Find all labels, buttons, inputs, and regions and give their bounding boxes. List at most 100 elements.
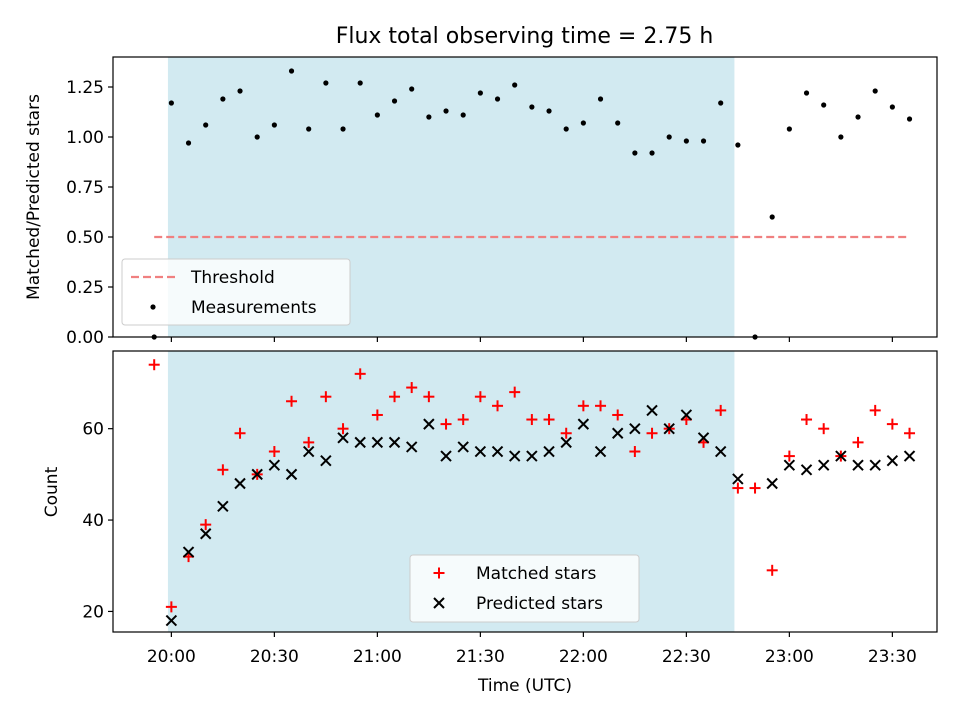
predicted-star-point — [663, 422, 675, 435]
top-axes-frame — [112, 56, 938, 338]
measurement-point — [168, 100, 174, 106]
measurement-point — [597, 96, 604, 102]
measurement-point — [340, 126, 346, 132]
measurement-point — [185, 140, 192, 146]
measurement-point — [803, 90, 810, 96]
predicted-star-point — [697, 432, 710, 444]
predicted-star-point — [646, 404, 658, 417]
predicted-star-point — [629, 422, 641, 435]
measurement-point — [889, 104, 895, 110]
matched-star-point — [492, 400, 504, 412]
measurement-point — [580, 120, 586, 126]
measurement-point — [615, 120, 621, 126]
measurement-point — [821, 102, 827, 108]
xtick-label: 21:30 — [456, 647, 505, 667]
measurement-point — [443, 108, 449, 114]
predicted-star-point — [474, 445, 487, 458]
bottom-y-axis-label: Count — [42, 466, 62, 517]
bottom-panel: 20 40 60 20:00 20:30 21:00 21:30 22:00 22:30 23:… — [42, 350, 938, 696]
measurement-point — [855, 114, 861, 120]
measurement-point — [529, 104, 535, 110]
top-ytick-label: 1.25 — [66, 78, 104, 98]
matched-star-point — [354, 368, 366, 380]
measurement-point — [838, 134, 844, 140]
predicted-star-point — [835, 450, 847, 462]
measurement-point — [512, 82, 518, 88]
x-axis-label: Time (UTC) — [477, 676, 572, 696]
matched-star-point — [303, 436, 315, 448]
predicted-star-point — [199, 528, 212, 540]
measurement-point — [391, 98, 398, 104]
matched-star-point — [526, 414, 538, 426]
legend-matched-swatch — [433, 567, 445, 579]
predicted-star-point — [783, 459, 796, 471]
measurement-point — [649, 150, 655, 156]
legend-predicted-label: Predicted stars — [476, 594, 603, 614]
matched-star-point — [423, 391, 435, 403]
matched-star-point — [749, 482, 761, 494]
matched-star-point — [268, 446, 280, 458]
measurement-point — [374, 112, 380, 118]
bottom-ytick-label: 60 — [82, 420, 104, 440]
xtick-label: 23:30 — [868, 647, 917, 667]
measurement-point — [460, 112, 466, 118]
measurement-point — [323, 80, 329, 86]
predicted-star-point — [886, 454, 899, 467]
xtick-label: 20:30 — [250, 647, 299, 667]
bottom-ytick-label: 20 — [82, 602, 104, 622]
measurement-point — [906, 116, 913, 122]
top-panel: Flux total observing time = 2.75 h 0.00 0… — [24, 24, 938, 348]
predicted-star-point — [577, 418, 590, 430]
top-ytick-label: 0.25 — [66, 278, 104, 298]
predicted-star-point — [354, 436, 366, 449]
matched-star-point — [715, 404, 727, 416]
top-title: Flux total observing time = 2.75 h — [336, 24, 714, 49]
measurement-point — [494, 96, 501, 102]
measurement-point — [632, 150, 638, 156]
top-ytick-label: 0.00 — [66, 328, 104, 348]
measurement-point — [872, 88, 878, 94]
predicted-star-point — [526, 450, 538, 462]
matched-star-point — [474, 391, 486, 403]
measurement-point — [306, 126, 312, 132]
legend-measurements-label: Measurements — [191, 298, 317, 318]
predicted-star-point — [560, 436, 572, 449]
bottom-legend-box — [409, 554, 640, 623]
matched-star-point — [286, 395, 298, 407]
matched-star-point — [818, 423, 830, 435]
measurement-point — [769, 214, 775, 220]
matched-star-point — [217, 464, 229, 476]
measurement-point — [357, 80, 363, 86]
matched-star-point — [801, 414, 813, 426]
measurement-point — [426, 114, 432, 120]
top-legend-box — [121, 258, 351, 326]
matched-star-point — [852, 436, 864, 448]
top-ytick-label: 0.75 — [66, 178, 104, 198]
matched-star-point — [629, 446, 641, 458]
bottom-legend: Matched stars Predicted stars — [409, 554, 640, 623]
predicted-star-point — [371, 436, 384, 449]
matched-star-point — [406, 382, 418, 394]
legend-matched-label: Matched stars — [476, 564, 596, 584]
predicted-star-point — [234, 477, 246, 490]
xtick-label: 22:00 — [559, 647, 608, 667]
predicted-star-point — [680, 409, 693, 421]
predicted-star-point — [714, 445, 727, 458]
predicted-star-point — [388, 436, 401, 449]
predicted-star-point — [732, 473, 744, 485]
predicted-star-point — [165, 614, 178, 627]
xtick-label: 23:00 — [765, 647, 814, 667]
matched-star-point — [886, 418, 898, 430]
matched-star-point — [766, 564, 778, 576]
matched-star-point — [320, 391, 332, 403]
xtick-label: 22:30 — [662, 647, 711, 667]
predicted-star-point — [508, 450, 521, 462]
predicted-star-point — [457, 441, 469, 453]
measurement-point — [271, 122, 277, 128]
measurement-point — [735, 142, 741, 148]
legend-measurements-swatch — [150, 304, 156, 310]
matched-star-point — [595, 400, 607, 412]
measurement-point — [666, 134, 672, 140]
measurement-point — [786, 126, 792, 132]
measurement-point — [220, 96, 226, 102]
